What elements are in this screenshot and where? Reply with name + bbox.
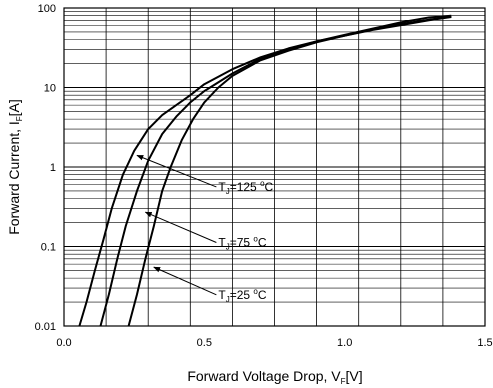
curves	[78, 14, 452, 327]
series-line-2	[127, 16, 452, 327]
y-tick-label: 10	[44, 83, 56, 95]
y-tick-labels: 0.01 0.1 1 10 100	[35, 3, 56, 333]
x-tick-label: 0.5	[197, 337, 212, 349]
annotation-label: TJ=25 oC	[218, 287, 267, 304]
x-tick-label: 0.0	[56, 337, 71, 349]
series-line-1	[99, 15, 452, 327]
x-tick-labels: 0.0 0.5 1.0 1.5	[56, 337, 492, 349]
x-tick-label: 1.5	[477, 337, 492, 349]
x-axis-label: Forward Voltage Drop, VF[V]	[187, 368, 362, 386]
y-axis-label: Forward Current, IF[A]	[6, 99, 24, 235]
y-tick-label: 100	[38, 3, 56, 15]
annotation-label: TJ=75 oC	[218, 235, 267, 252]
annotation-arrow	[153, 266, 217, 296]
grid	[64, 8, 485, 326]
annotation-label: TJ=125 oC	[218, 179, 273, 196]
y-tick-label: 1	[50, 162, 56, 174]
x-tick-label: 1.0	[337, 337, 352, 349]
annotations: TJ=125 oC TJ=75 oC TJ=25 oC	[136, 154, 274, 304]
y-tick-label: 0.1	[41, 242, 56, 254]
annotation-arrow	[136, 154, 217, 188]
plot-frame	[63, 7, 486, 327]
annotation-arrow	[144, 211, 217, 243]
y-tick-label: 0.01	[35, 321, 56, 333]
